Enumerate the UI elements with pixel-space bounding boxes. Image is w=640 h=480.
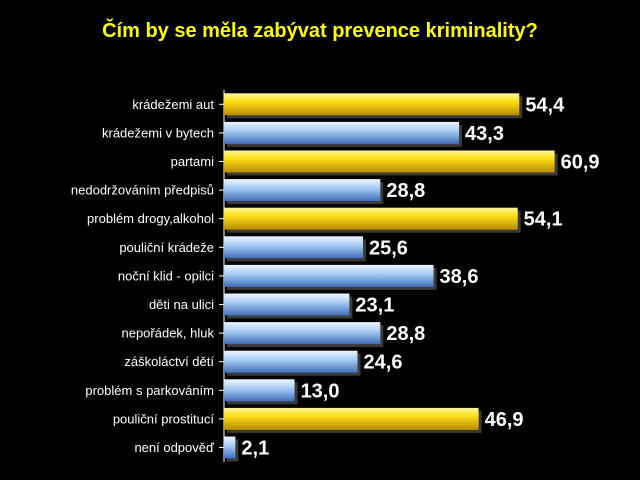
bar — [224, 379, 295, 402]
category-label: problém s parkováním — [85, 383, 214, 398]
bar — [224, 407, 479, 430]
bar-value-label: 13,0 — [301, 380, 340, 402]
bar-value-label: 24,6 — [364, 352, 403, 374]
bar — [224, 264, 434, 287]
category-label: záškoláctví dětí — [124, 354, 214, 369]
bar — [224, 436, 236, 459]
chart-title: Čím by se měla zabývat prevence kriminal… — [102, 20, 538, 42]
bar-value-label: 43,3 — [465, 123, 504, 145]
bar-value-label: 60,9 — [561, 152, 600, 174]
category-label: pouliční prostitucí — [113, 411, 215, 426]
category-label: partami — [171, 154, 214, 169]
bar-value-label: 28,8 — [386, 323, 425, 345]
category-label: krádežemi v bytech — [102, 125, 214, 140]
category-label: problém drogy,alkohol — [87, 211, 214, 226]
bar — [224, 150, 555, 173]
bar-value-label: 54,4 — [525, 94, 565, 116]
bar — [224, 207, 518, 230]
category-label: nepořádek, hluk — [121, 326, 214, 341]
bar-value-label: 28,8 — [386, 180, 425, 202]
bar — [224, 179, 381, 202]
bar — [224, 93, 520, 116]
category-label: krádežemi aut — [132, 97, 214, 112]
category-label: děti na ulici — [149, 297, 214, 312]
bar — [224, 350, 358, 373]
bar-value-label: 38,6 — [440, 266, 479, 288]
bar — [224, 236, 363, 259]
category-label: noční klid - opilci — [118, 268, 214, 283]
bar — [224, 121, 460, 144]
category-label: pouliční krádeže — [119, 240, 214, 255]
bar-value-label: 2,1 — [241, 438, 269, 460]
bar-value-label: 46,9 — [485, 409, 524, 431]
bar — [224, 293, 350, 316]
bar — [224, 322, 381, 345]
bar-value-label: 54,1 — [524, 209, 563, 231]
bar-value-label: 25,6 — [369, 237, 408, 259]
category-label: není odpověď — [134, 440, 215, 455]
category-label: nedodržováním předpisů — [71, 183, 214, 198]
bar-value-label: 23,1 — [355, 295, 394, 317]
